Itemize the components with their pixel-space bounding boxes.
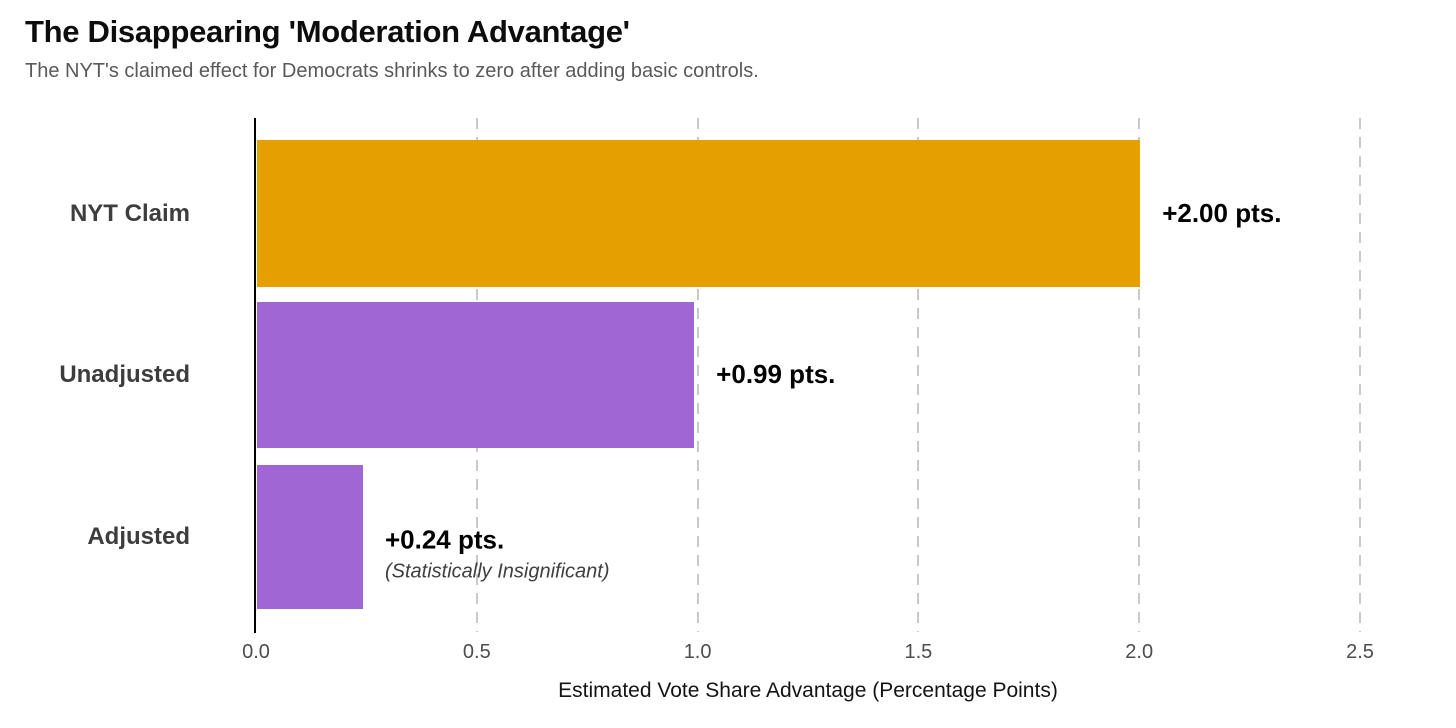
category-label-0: NYT Claim: [69, 199, 190, 227]
significance-annotation: (Statistically Insignificant): [384, 560, 610, 583]
chart-subtitle: The NYT's claimed effect for Democrats s…: [25, 60, 759, 82]
gridline-1.5: [917, 118, 920, 632]
gridline-2.5: [1359, 118, 1361, 632]
bar-0: [257, 140, 1141, 287]
bar-1: [257, 302, 695, 448]
value-label-1: +0.99 pts.: [716, 359, 836, 390]
value-label-0: +2.00 pts.: [1162, 197, 1282, 228]
plot-area: +2.00 pts. +0.99 pts. +0.24 pts. (Statistic…: [254, 118, 1361, 633]
x-tick-1.0: 1.0: [683, 641, 712, 663]
zero-axis-line: [254, 118, 256, 633]
category-label-2: Adjusted: [87, 523, 190, 550]
x-tick-2.5: 2.5: [1346, 641, 1374, 663]
chart-title: The Disappearing 'Moderation Advantage': [25, 14, 630, 49]
x-tick-0.5: 0.5: [462, 641, 491, 663]
value-label-2: +0.24 pts. (Statistically Insignificant): [384, 524, 610, 583]
gridline-2.0: [1138, 118, 1141, 632]
gridline-1.0: [696, 118, 699, 632]
bar-2: [257, 465, 363, 609]
x-tick-1.5: 1.5: [904, 641, 933, 663]
bar-row-2: +0.24 pts. (Statistically Insignificant): [257, 465, 610, 609]
x-tick-0.0: 0.0: [242, 641, 270, 663]
category-label-1: Unadjusted: [59, 361, 190, 388]
x-tick-2.0: 2.0: [1125, 641, 1154, 663]
bar-row-0: +2.00 pts.: [257, 140, 1281, 287]
bar-row-1: +0.99 pts.: [257, 302, 835, 448]
x-axis-title: Estimated Vote Share Advantage (Percenta…: [558, 679, 1058, 702]
